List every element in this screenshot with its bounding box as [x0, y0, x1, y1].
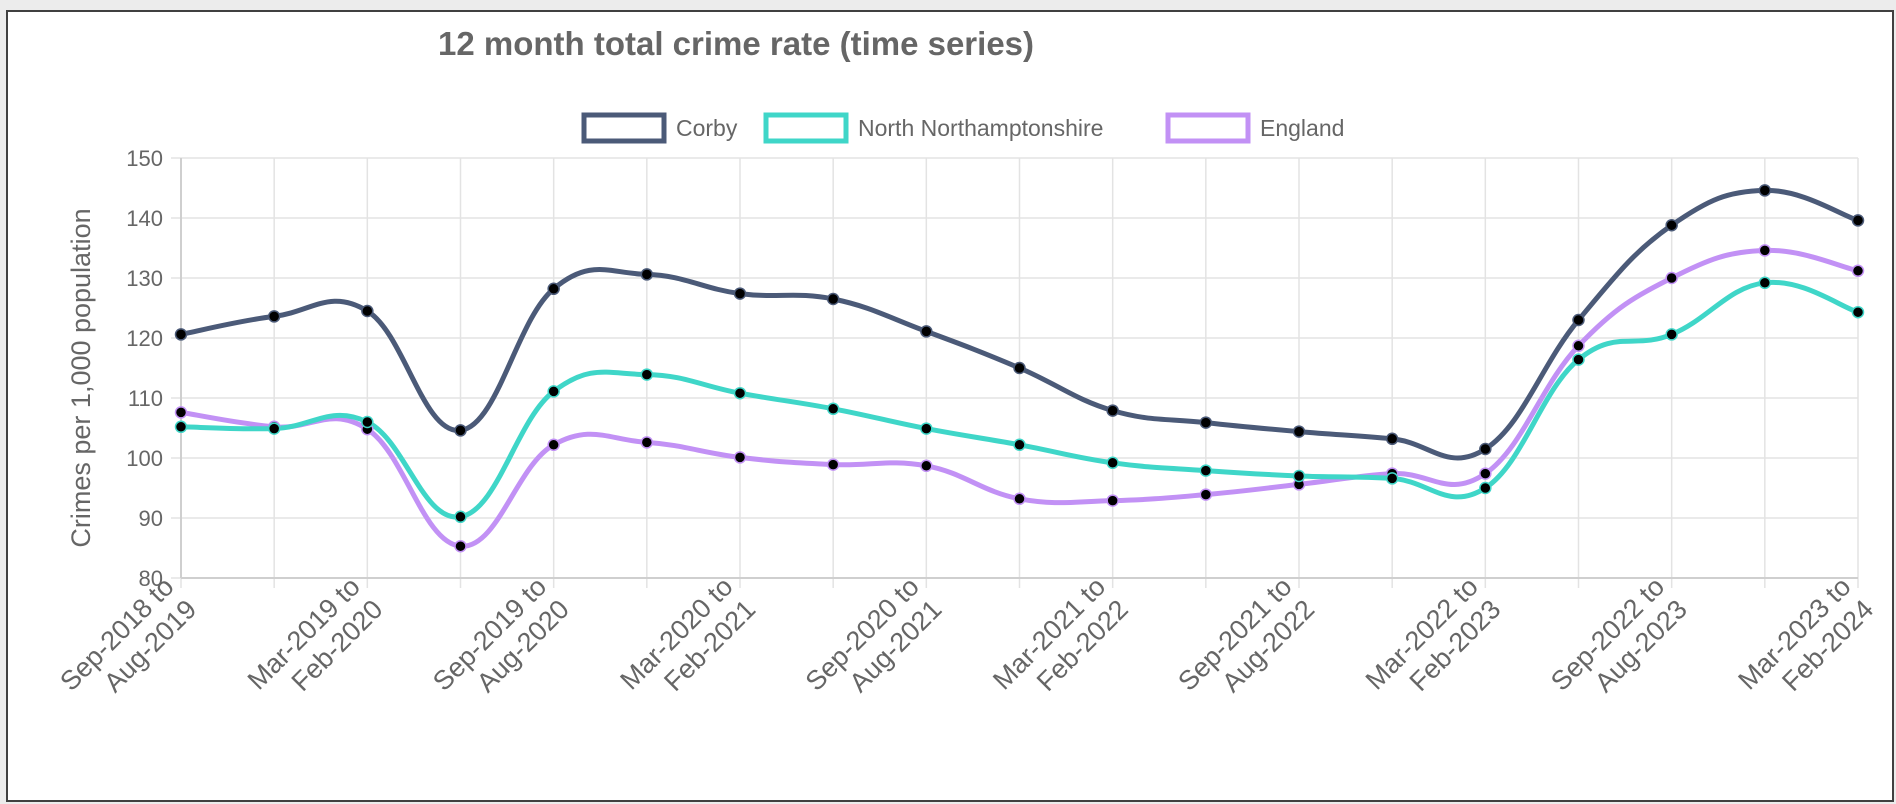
data-point[interactable]	[1572, 339, 1585, 353]
data-point[interactable]	[733, 287, 747, 300]
data-point[interactable]	[1479, 481, 1492, 495]
data-point[interactable]	[1106, 404, 1119, 417]
legend-label: England	[1260, 115, 1344, 141]
data-point[interactable]	[1665, 328, 1678, 341]
data-point[interactable]	[826, 402, 840, 416]
data-point[interactable]	[454, 424, 467, 437]
data-point[interactable]	[1292, 425, 1306, 438]
data-point[interactable]	[733, 451, 747, 464]
data-point[interactable]	[1758, 244, 1772, 257]
data-point[interactable]	[547, 438, 560, 452]
legend-item[interactable]: England	[1165, 112, 1344, 144]
data-point[interactable]	[640, 268, 654, 281]
data-point[interactable]	[920, 422, 933, 435]
y-tick-label: 110	[128, 386, 163, 411]
grid-lines	[171, 157, 1859, 588]
data-point[interactable]	[361, 304, 374, 318]
y-tick-label: 80	[139, 566, 163, 591]
legend-item[interactable]: North Northamptonshire	[763, 112, 1103, 144]
y-tick-label: 130	[126, 266, 163, 291]
data-point[interactable]	[826, 458, 840, 471]
data-point[interactable]	[1199, 488, 1213, 501]
data-point[interactable]	[1199, 464, 1213, 477]
y-tick-label: 100	[126, 446, 163, 471]
legend-swatch	[1165, 112, 1251, 144]
legend-label: Corby	[676, 115, 738, 141]
data-point[interactable]	[640, 368, 654, 381]
data-point[interactable]	[267, 422, 281, 435]
legend-swatch	[581, 112, 667, 144]
data-point[interactable]	[640, 436, 654, 449]
data-point[interactable]	[1385, 432, 1399, 446]
data-point[interactable]	[1013, 361, 1026, 375]
data-point[interactable]	[826, 292, 840, 306]
data-point[interactable]	[174, 406, 188, 419]
y-tick-label: 90	[139, 506, 163, 531]
data-point[interactable]	[1479, 442, 1492, 456]
data-point[interactable]	[1572, 353, 1585, 366]
data-point[interactable]	[1106, 456, 1119, 470]
chart-frame: 12 month total crime rate (time series) …	[6, 10, 1894, 802]
data-point[interactable]	[267, 310, 281, 323]
legend-item[interactable]: Corby	[581, 112, 738, 144]
data-point[interactable]	[733, 386, 747, 400]
data-point[interactable]	[1479, 467, 1492, 480]
data-point[interactable]	[1851, 264, 1865, 278]
data-point[interactable]	[1851, 305, 1865, 319]
data-point[interactable]	[454, 539, 467, 553]
legend: Corby North Northamptonshire England	[581, 112, 1344, 144]
data-point[interactable]	[174, 328, 188, 341]
line-chart: 12 month total crime rate (time series) …	[54, 25, 1879, 698]
data-points	[174, 184, 1865, 553]
data-point[interactable]	[920, 325, 933, 338]
data-point[interactable]	[1013, 492, 1026, 506]
data-point[interactable]	[174, 420, 188, 434]
legend-swatch	[763, 112, 849, 144]
data-point[interactable]	[1758, 184, 1772, 197]
data-point[interactable]	[547, 385, 560, 398]
legend-label: North Northamptonshire	[858, 115, 1103, 141]
y-axis: 80 90 100 110 120 130 140 150	[126, 146, 163, 591]
series-line-england	[178, 247, 1861, 549]
data-point[interactable]	[1292, 469, 1306, 483]
y-tick-label: 140	[126, 206, 163, 231]
data-point[interactable]	[1758, 276, 1772, 290]
data-point[interactable]	[454, 510, 467, 524]
data-point[interactable]	[1106, 494, 1119, 507]
data-point[interactable]	[1013, 438, 1026, 452]
data-point[interactable]	[1665, 218, 1678, 232]
data-point[interactable]	[547, 282, 560, 296]
data-point[interactable]	[361, 415, 374, 429]
chart-title: 12 month total crime rate (time series)	[438, 25, 1034, 62]
data-point[interactable]	[1199, 416, 1213, 429]
data-point[interactable]	[920, 459, 933, 473]
y-tick-label: 120	[126, 326, 163, 351]
data-point[interactable]	[1851, 214, 1865, 227]
y-tick-label: 150	[126, 146, 163, 171]
data-point[interactable]	[1665, 271, 1678, 285]
y-axis-label: Crimes per 1,000 population	[66, 208, 96, 547]
data-point[interactable]	[1572, 313, 1585, 327]
data-point[interactable]	[1385, 472, 1399, 485]
